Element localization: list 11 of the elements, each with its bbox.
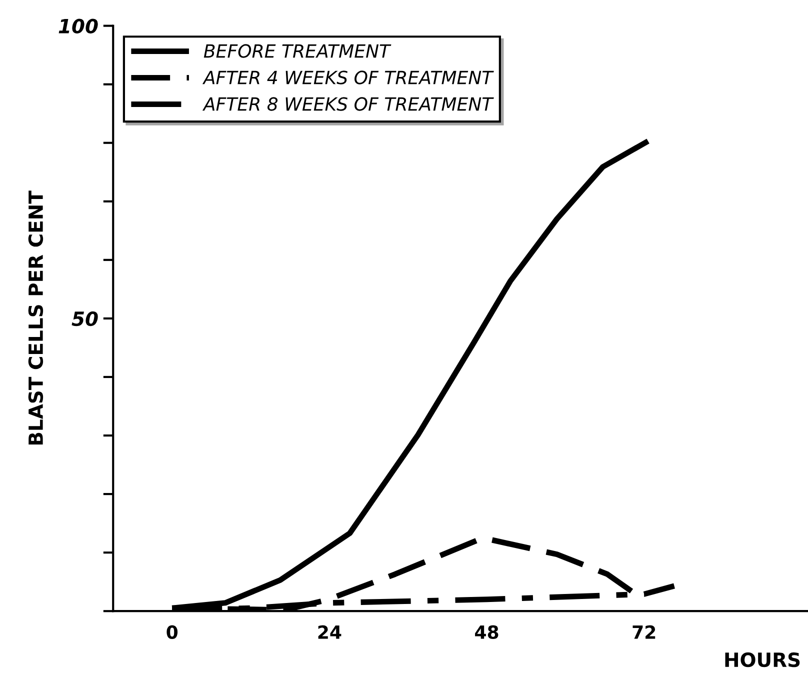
y-tick-label: 50 <box>72 311 98 326</box>
legend-label: BEFORE TREATMENT <box>204 44 392 58</box>
legend-label: AFTER 8 WEEKS OF TREATMENT <box>202 97 494 111</box>
y-axis-title: BLAST CELLS PER CENT <box>28 190 44 445</box>
x-tick-label: 0 <box>166 625 178 639</box>
x-axis-title: HOURS <box>725 652 800 668</box>
y-tick-label: 100 <box>58 18 98 34</box>
x-tick-label: 24 <box>318 625 342 639</box>
legend-label: AFTER 4 WEEKS OF TREATMENT <box>202 70 494 84</box>
x-tick-label: 48 <box>475 625 498 639</box>
x-tick-label: 72 <box>632 625 656 639</box>
